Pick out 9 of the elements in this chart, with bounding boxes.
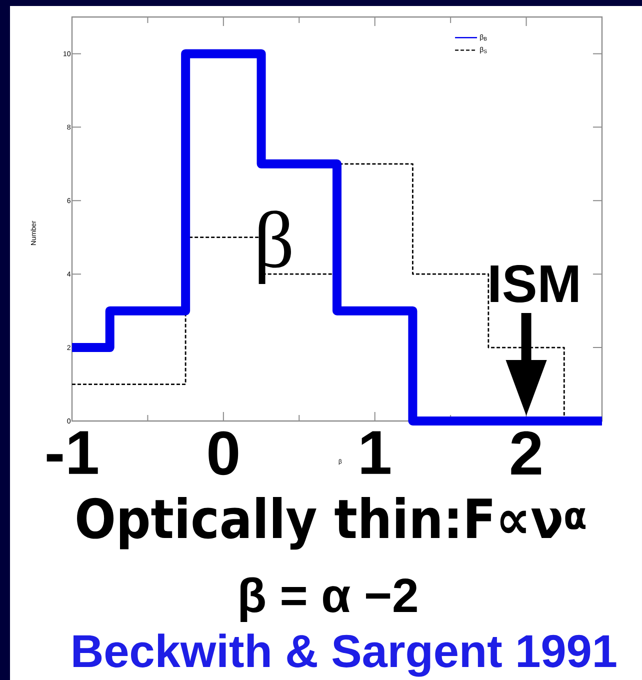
annotation: ISM — [490, 265, 578, 303]
x-tick-label: 0 — [208, 431, 238, 476]
annotation: β — [258, 210, 291, 284]
text: Beckwith & Sargent 1991 — [74, 634, 616, 677]
text: Optically thin:F∝ν$^{α}$ — [77, 496, 586, 550]
x-tick-label: 2 — [511, 431, 542, 474]
x-tick-label: 1 — [362, 431, 390, 474]
x-tick-label: -1 — [46, 431, 98, 474]
text: β = α −2 — [240, 577, 417, 622]
